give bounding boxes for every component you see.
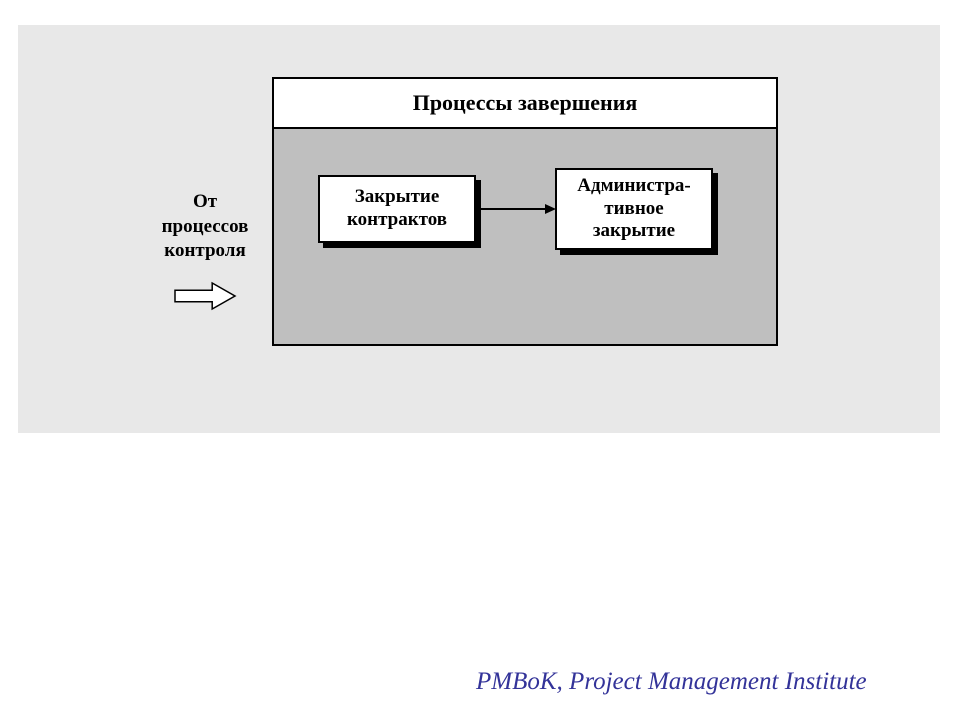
contracts-close-node: Закрытие контрактов	[318, 175, 476, 243]
footer-citation: PMBoK, Project Management Institute	[476, 668, 867, 696]
container-title-bar: Процессы завершения	[272, 77, 778, 129]
left-label: От процессов контроля	[145, 190, 265, 264]
left-block-arrow-icon	[175, 283, 235, 309]
container-title-text: Процессы завершения	[413, 90, 638, 116]
slide-canvas: Процессы завершения От процессов контрол…	[0, 0, 960, 720]
block-arrow-shape	[175, 283, 235, 309]
connector-arrowhead	[545, 204, 556, 214]
admin-close-node: Администра- тивное закрытие	[555, 168, 713, 250]
connector-arrow-icon	[481, 199, 557, 219]
